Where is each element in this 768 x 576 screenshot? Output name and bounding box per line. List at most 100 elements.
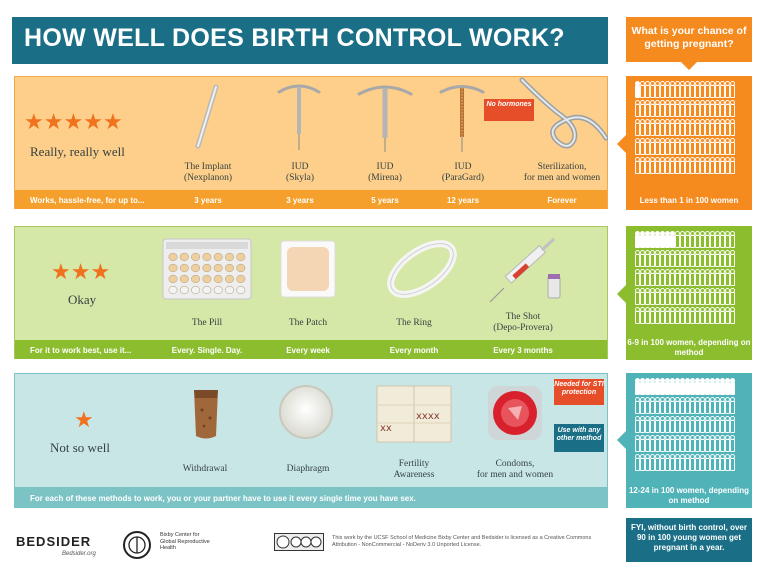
- iud-paragard-icon: [439, 85, 485, 152]
- person-icon: [669, 81, 675, 98]
- person-icon: [679, 378, 685, 395]
- person-icon: [699, 288, 705, 305]
- person-icon: [634, 397, 640, 414]
- people-grid: [634, 231, 735, 324]
- person-icon: [709, 397, 715, 414]
- person-icon: [699, 378, 705, 395]
- person-icon: [704, 138, 710, 155]
- tier-really-well: [14, 76, 608, 209]
- patch-icon: [280, 240, 336, 298]
- person-icon: [684, 269, 690, 286]
- person-icon: [689, 157, 695, 174]
- bedsider-url: Bedsider.org: [62, 551, 96, 557]
- bixby-name: Bixby Center for Global Reproductive Hea…: [160, 532, 210, 551]
- person-icon: [719, 378, 725, 395]
- ring-icon: [387, 240, 457, 298]
- person-icon: [664, 157, 670, 174]
- rating-label: Really, really well: [30, 144, 125, 159]
- person-icon: [709, 307, 715, 324]
- person-icon: [679, 435, 685, 452]
- method-name: Condoms,: [495, 459, 535, 469]
- person-icon: [709, 81, 715, 98]
- person-icon: [674, 454, 680, 471]
- person-icon: [689, 378, 695, 395]
- fyi-box: FYI, without birth control, over 90 in 1…: [626, 518, 752, 562]
- person-icon: [724, 157, 730, 174]
- person-icon: [699, 435, 705, 452]
- person-icon: [704, 250, 710, 267]
- person-icon: [684, 81, 690, 98]
- chance-text: Less than 1 in 100 women: [639, 196, 739, 205]
- person-icon: [659, 231, 665, 248]
- person-icon: [704, 416, 710, 433]
- person-icon: [669, 454, 675, 471]
- person-icon: [684, 119, 690, 136]
- person-icon: [674, 378, 680, 395]
- person-icon: [664, 435, 670, 452]
- person-icon: [704, 397, 710, 414]
- person-icon: [649, 157, 655, 174]
- person-icon: [724, 378, 730, 395]
- person-icon: [689, 100, 695, 117]
- person-icon: [714, 454, 720, 471]
- person-icon: [704, 157, 710, 174]
- method-sub: for men and women: [476, 470, 554, 480]
- person-icon: [649, 100, 655, 117]
- person-icon: [729, 378, 735, 395]
- person-icon: [694, 119, 700, 136]
- person-icon: [659, 269, 665, 286]
- star-icon: ★: [74, 408, 94, 433]
- person-icon: [659, 157, 665, 174]
- person-icon: [694, 288, 700, 305]
- person-icon: [649, 138, 655, 155]
- person-icon: [664, 119, 670, 136]
- person-icon: [639, 157, 645, 174]
- person-icon: [654, 378, 660, 395]
- person-icon: [679, 138, 685, 155]
- star-icon: ★: [51, 260, 71, 285]
- person-icon: [729, 454, 735, 471]
- person-icon: [644, 250, 650, 267]
- person-icon: [634, 157, 640, 174]
- rating-label: Okay: [68, 292, 97, 307]
- person-icon: [709, 138, 715, 155]
- person-icon: [634, 416, 640, 433]
- person-icon: [714, 435, 720, 452]
- person-icon: [704, 435, 710, 452]
- person-icon: [674, 250, 680, 267]
- person-icon: [699, 138, 705, 155]
- person-icon: [669, 138, 675, 155]
- page-title: HOW WELL DOES BIRTH CONTROL WORK?: [24, 24, 565, 52]
- person-icon: [674, 269, 680, 286]
- frequency: Every month: [389, 346, 439, 355]
- person-icon: [729, 416, 735, 433]
- iud-mirena-icon: [357, 85, 413, 152]
- calendar-icon: xx xxxx: [376, 385, 452, 443]
- person-icon: [644, 269, 650, 286]
- person-icon: [649, 454, 655, 471]
- person-icon: [729, 288, 735, 305]
- person-icon: [674, 157, 680, 174]
- pill-pack-icon: [162, 238, 252, 300]
- chance-question: What is your chance of getting pregnant?: [626, 17, 752, 62]
- iud-skyla-icon: [277, 84, 321, 150]
- person-icon: [634, 288, 640, 305]
- person-icon: [714, 269, 720, 286]
- person-icon: [689, 119, 695, 136]
- person-icon: [634, 250, 640, 267]
- person-icon: [724, 81, 730, 98]
- person-icon: [649, 250, 655, 267]
- person-icon: [669, 157, 675, 174]
- person-icon: [644, 307, 650, 324]
- person-icon: [634, 138, 640, 155]
- one-star: ★: [74, 410, 94, 432]
- person-icon: [719, 100, 725, 117]
- person-icon: [644, 288, 650, 305]
- person-icon: [714, 288, 720, 305]
- person-icon: [659, 81, 665, 98]
- person-icon: [639, 250, 645, 267]
- pointer-arrow: [617, 135, 626, 153]
- person-icon: [664, 250, 670, 267]
- person-icon: [669, 231, 675, 248]
- person-icon: [669, 435, 675, 452]
